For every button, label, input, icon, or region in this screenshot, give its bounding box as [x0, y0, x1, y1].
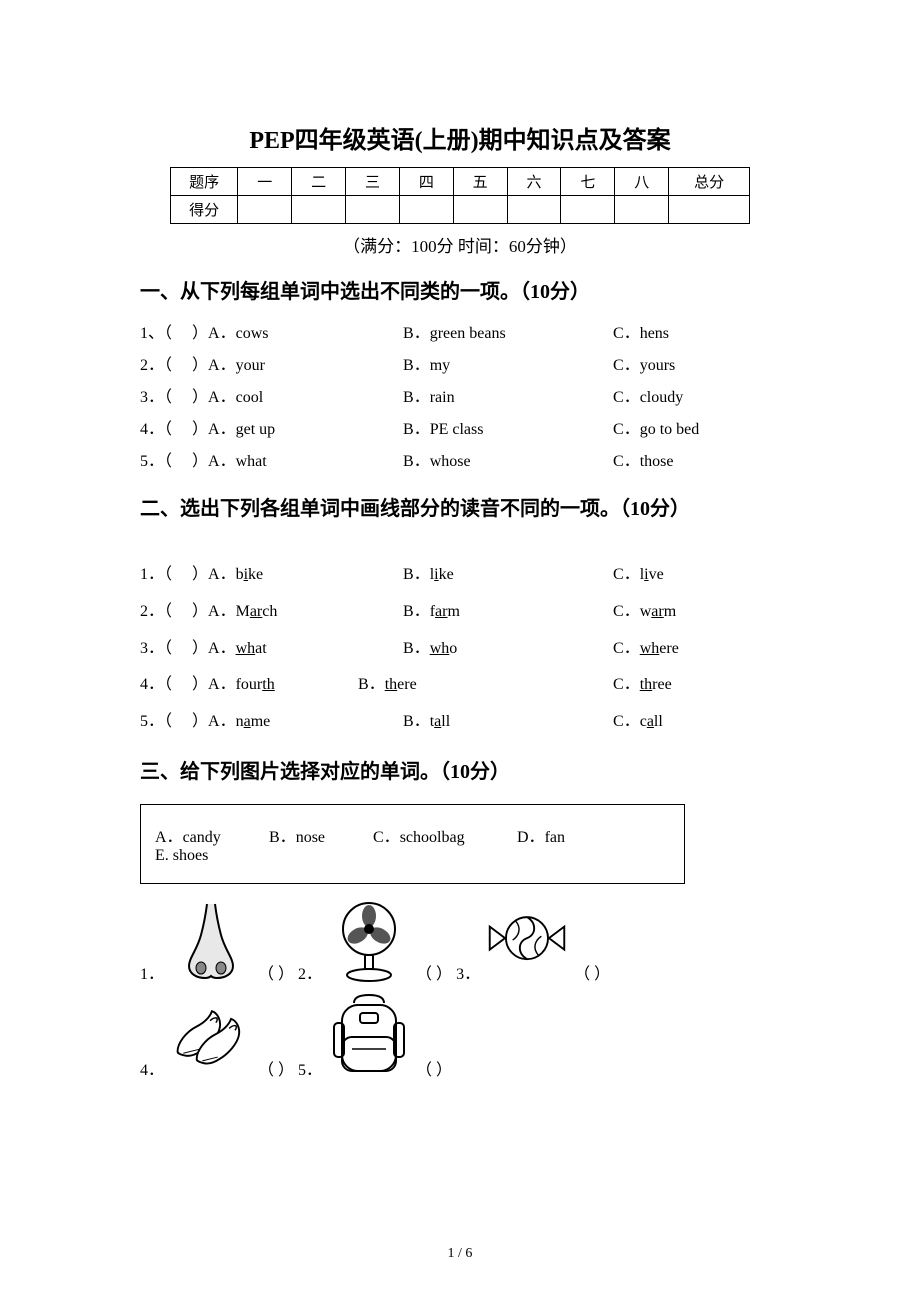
fan-icon — [326, 898, 412, 984]
option-a: A．fourth — [208, 667, 358, 704]
section-2-heading: 二、选出下列各组单词中画线部分的读音不同的一项。（10分） — [140, 492, 780, 521]
answer-blank[interactable]: （ ） — [164, 357, 208, 374]
nose-icon — [168, 898, 254, 984]
question-row: 2．（ ）A．MarchB．farmC．warm — [140, 594, 780, 631]
option-b: B．PE class — [403, 414, 613, 446]
answer-blank[interactable]: （ ） — [164, 640, 208, 657]
section-1-heading: 一、从下列每组单词中选出不同类的一项。（10分） — [140, 275, 780, 304]
question-row: 1、（ ）A．cowsB．green beansC．hens — [140, 318, 780, 350]
word-options-box: A．candy B．nose C．schoolbag D．fan E. shoe… — [140, 804, 685, 884]
col-header: 七 — [561, 168, 615, 196]
option-c: C．live — [613, 557, 664, 594]
table-row: 得分 — [171, 196, 750, 224]
table-row: 题序 一 二 三 四 五 六 七 八 总分 — [171, 168, 750, 196]
col-header: 一 — [238, 168, 292, 196]
answer-blank[interactable]: （ ） — [164, 713, 208, 730]
answer-blank[interactable]: （ ） — [164, 389, 208, 406]
score-cell[interactable] — [615, 196, 669, 224]
question-row: 2．（ ）A．yourB．myC．yours — [140, 350, 780, 382]
question-row: 5．（ ）A．nameB．tallC．call — [140, 704, 780, 741]
candy-icon — [484, 898, 570, 984]
option-c: C．where — [613, 631, 679, 668]
score-cell[interactable] — [399, 196, 453, 224]
col-header: 四 — [399, 168, 453, 196]
item-number: 2． — [298, 960, 322, 984]
score-cell[interactable] — [453, 196, 507, 224]
score-cell[interactable] — [346, 196, 400, 224]
score-cell[interactable] — [238, 196, 292, 224]
section-1-questions: 1、（ ）A．cowsB．green beansC．hens 2．（ ）A．yo… — [140, 318, 780, 478]
option-a: A．what — [208, 631, 403, 668]
option-b: B．tall — [403, 704, 613, 741]
answer-blank[interactable]: （ ） — [574, 960, 610, 984]
answer-blank[interactable]: （ ） — [164, 453, 208, 470]
answer-blank[interactable]: （ ） — [164, 421, 208, 438]
option-c: C．yours — [613, 350, 675, 382]
col-header: 八 — [615, 168, 669, 196]
option-c: C．warm — [613, 594, 676, 631]
item-number: 4． — [140, 1056, 164, 1080]
option-b: B．farm — [403, 594, 613, 631]
option-b: B．rain — [403, 382, 613, 414]
option-c: C．those — [613, 446, 673, 478]
option-b: B．there — [358, 667, 613, 704]
option-c: C．go to bed — [613, 414, 699, 446]
option-c: C．hens — [613, 318, 669, 350]
col-header: 二 — [292, 168, 346, 196]
score-cell[interactable] — [292, 196, 346, 224]
answer-blank[interactable]: （ ） — [164, 676, 208, 693]
picture-row-1: 1． （ ） 2． （ ） 3． — [140, 898, 780, 984]
option-a: A．bike — [208, 557, 403, 594]
page-number: 1 / 6 — [0, 1246, 920, 1262]
question-row: 3．（ ）A．whatB．whoC．where — [140, 631, 780, 668]
answer-blank[interactable]: （ ） — [258, 960, 294, 984]
option-c: C．call — [613, 704, 663, 741]
question-row: 5．（ ）A．whatB．whoseC．those — [140, 446, 780, 478]
option-c: C．cloudy — [613, 382, 683, 414]
answer-blank[interactable]: （ ） — [258, 1056, 294, 1080]
answer-blank[interactable]: （ ） — [416, 960, 452, 984]
shoes-icon — [168, 994, 254, 1080]
option-a: A．what — [208, 446, 403, 478]
exam-info: （满分：100分 时间：60分钟） — [140, 232, 780, 257]
option-a: A．cool — [208, 382, 403, 414]
answer-blank[interactable]: （ ） — [164, 566, 208, 583]
option-a: A．cows — [208, 318, 403, 350]
col-header: 总分 — [669, 168, 750, 196]
option-b: B．who — [403, 631, 613, 668]
row-label: 得分 — [171, 196, 238, 224]
answer-blank[interactable]: （ ） — [164, 603, 208, 620]
row-label: 题序 — [171, 168, 238, 196]
option-b: B．green beans — [403, 318, 613, 350]
score-table: 题序 一 二 三 四 五 六 七 八 总分 得分 — [170, 167, 750, 224]
item-number: 5． — [298, 1056, 322, 1080]
picture-row-2: 4． （ ） 5． （ — [140, 994, 780, 1080]
section-2-questions: 1．（ ）A．bikeB．likeC．live 2．（ ）A．MarchB．fa… — [140, 557, 780, 741]
score-cell[interactable] — [669, 196, 750, 224]
score-cell[interactable] — [561, 196, 615, 224]
answer-blank[interactable]: （ ） — [416, 1056, 452, 1080]
option-a: A．March — [208, 594, 403, 631]
question-row: 1．（ ）A．bikeB．likeC．live — [140, 557, 780, 594]
col-header: 三 — [346, 168, 400, 196]
option-a: A．your — [208, 350, 403, 382]
col-header: 五 — [453, 168, 507, 196]
item-number: 1． — [140, 960, 164, 984]
col-header: 六 — [507, 168, 561, 196]
option-a: A．get up — [208, 414, 403, 446]
option-b: B．like — [403, 557, 613, 594]
question-row: 3．（ ）A．coolB．rainC．cloudy — [140, 382, 780, 414]
section-3-heading: 三、给下列图片选择对应的单词。（10分） — [140, 755, 780, 784]
schoolbag-icon — [326, 994, 412, 1080]
question-row: 4．（ ）A．fourthB．thereC．three — [140, 667, 780, 704]
question-row: 4．（ ）A．get upB．PE classC．go to bed — [140, 414, 780, 446]
item-number: 3． — [456, 960, 480, 984]
page-title: PEP四年级英语(上册)期中知识点及答案 — [140, 120, 780, 155]
option-c: C．three — [613, 667, 672, 704]
option-b: B．whose — [403, 446, 613, 478]
option-b: B．my — [403, 350, 613, 382]
score-cell[interactable] — [507, 196, 561, 224]
option-a: A．name — [208, 704, 403, 741]
answer-blank[interactable]: （ ） — [164, 325, 208, 342]
